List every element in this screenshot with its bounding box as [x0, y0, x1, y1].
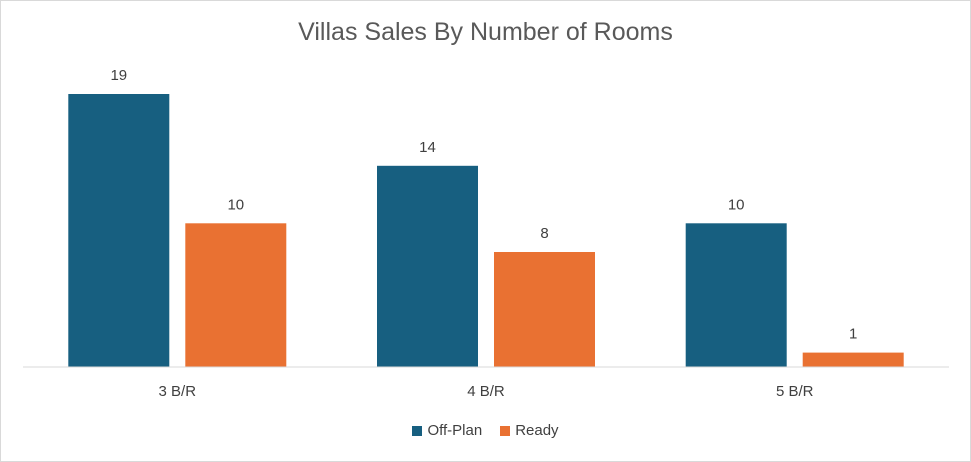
legend-label: Off-Plan: [427, 422, 483, 439]
legend-swatch: [412, 425, 423, 436]
data-label: 10: [227, 196, 244, 213]
legend-entry: Ready: [500, 422, 559, 439]
x-tick-label: 4 B/R: [467, 383, 505, 400]
bar-ready-4-b-r: [494, 252, 595, 367]
data-label: 14: [419, 139, 436, 156]
x-tick-label: 5 B/R: [776, 383, 814, 400]
legend-entry: Off-Plan: [412, 422, 482, 439]
bar-off-plan-3-b-r: [68, 94, 170, 367]
x-tick-label: 3 B/R: [159, 383, 197, 400]
legend-label: Ready: [515, 422, 559, 439]
legend: Off-Plan Ready: [1, 422, 970, 439]
bar-ready-3-b-r: [185, 223, 287, 367]
bar-off-plan-5-b-r: [685, 223, 787, 367]
chart-title: Villas Sales By Number of Rooms: [298, 18, 673, 46]
bar-ready-5-b-r: [802, 352, 904, 367]
legend-swatch: [500, 425, 511, 436]
data-label: 8: [540, 225, 548, 242]
data-label: 1: [849, 326, 857, 343]
bar-off-plan-4-b-r: [377, 165, 478, 367]
data-label: 10: [728, 196, 745, 213]
data-label: 19: [110, 67, 127, 84]
